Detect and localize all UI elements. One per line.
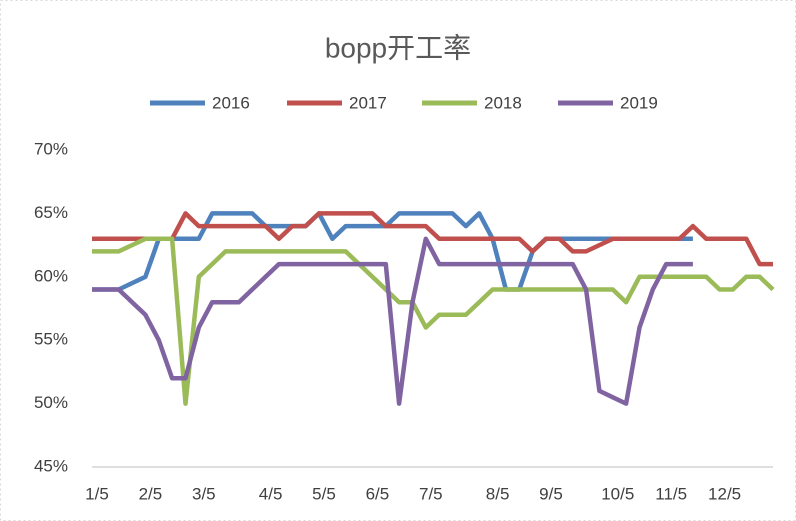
y-tick-label: 70% (34, 139, 68, 158)
series-line (92, 211, 693, 292)
y-tick-label: 45% (34, 456, 68, 475)
x-tick-label: 11/5 (655, 484, 687, 503)
y-tick-label: 50% (34, 393, 68, 412)
x-tick-label: 6/5 (366, 484, 390, 503)
x-tick-label: 4/5 (259, 484, 283, 503)
y-tick-label: 60% (34, 266, 68, 285)
x-tick-label: 2/5 (139, 484, 163, 503)
x-tick-label: 7/5 (419, 484, 443, 503)
legend-label: 2016 (212, 93, 250, 112)
x-tick-label: 9/5 (539, 484, 563, 503)
x-tick-label: 1/5 (85, 484, 109, 503)
legend-label: 2017 (349, 93, 387, 112)
x-tick-label: 10/5 (601, 484, 634, 503)
series-line (92, 236, 693, 406)
x-tick-label: 8/5 (486, 484, 510, 503)
legend-label: 2019 (620, 93, 658, 112)
x-tick-label: 3/5 (192, 484, 216, 503)
chart-title: bopp开工率 (325, 32, 471, 63)
series-line (92, 211, 773, 267)
legend-label: 2018 (484, 93, 522, 112)
x-tick-label: 12/5 (708, 484, 741, 503)
y-tick-label: 55% (34, 330, 68, 349)
x-tick-label: 5/5 (312, 484, 336, 503)
y-tick-label: 65% (34, 203, 68, 222)
